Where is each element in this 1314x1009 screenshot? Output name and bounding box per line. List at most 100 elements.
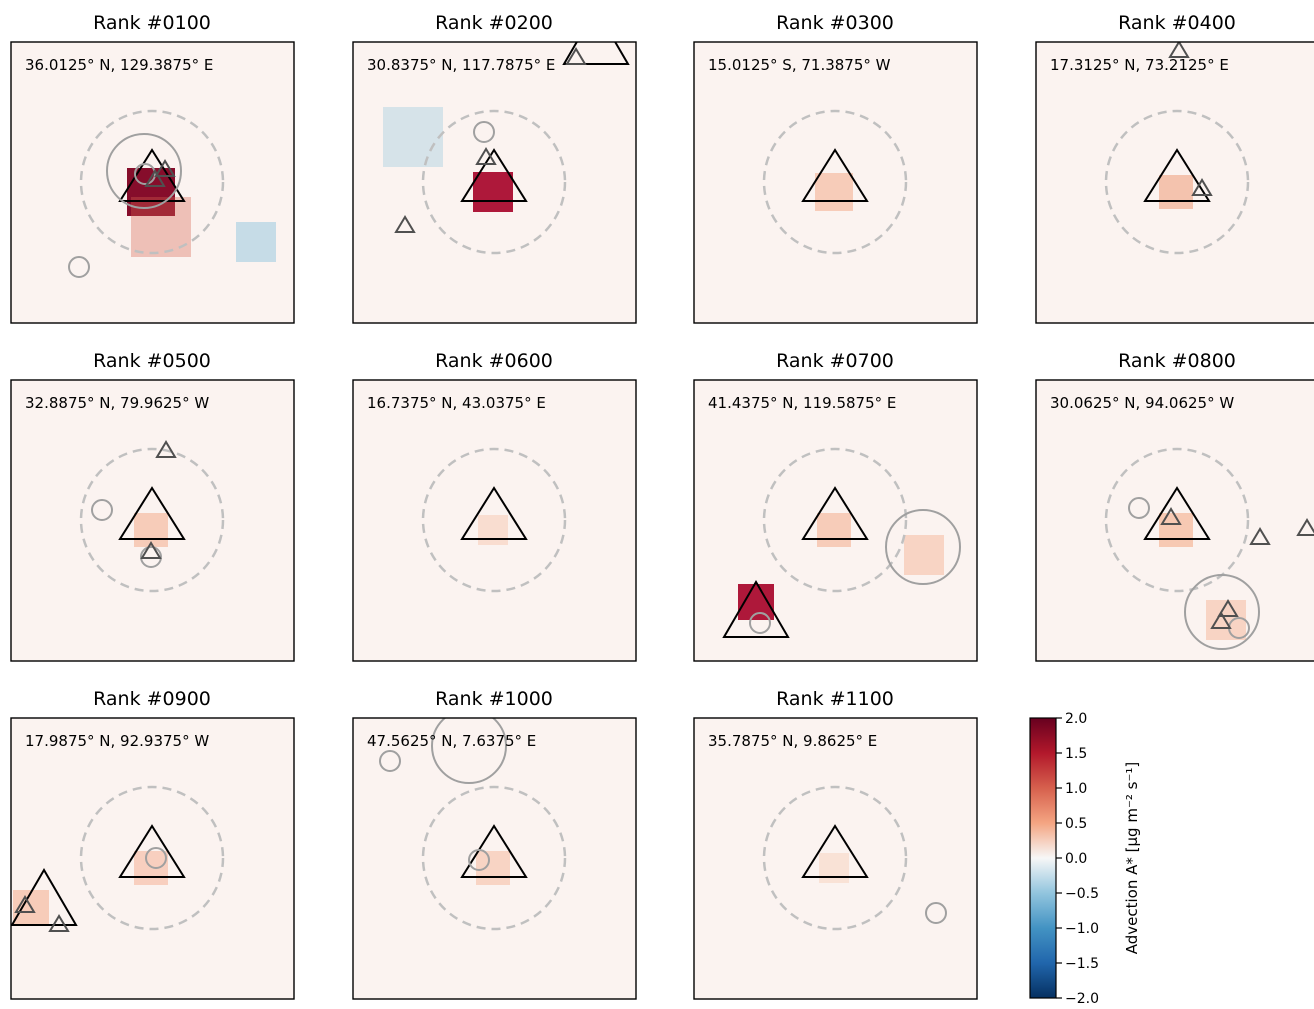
inventory-circle-marker — [106, 133, 182, 209]
advection-anomaly — [476, 851, 510, 885]
advection-anomaly — [473, 172, 513, 212]
inventory-circle-marker — [91, 499, 113, 521]
inventory-circle-marker — [468, 849, 490, 871]
map-panel: Rank #0500 32.8875° N, 79.9625° W — [10, 350, 295, 662]
source-triangle — [722, 580, 790, 638]
target-source-triangle — [460, 824, 528, 878]
search-radius-circle — [79, 447, 225, 593]
panel-title: Rank #0200 — [435, 12, 553, 34]
inventory-circle-marker — [1184, 574, 1260, 650]
map-background — [11, 718, 294, 999]
panel-coordinates: 47.5625° N, 7.6375° E — [367, 732, 536, 750]
advection-anomaly — [131, 197, 191, 257]
colorbar-tick-label: −2.0 — [1065, 991, 1099, 1007]
target-source-triangle — [801, 824, 869, 878]
inventory-circle-marker — [68, 256, 90, 278]
inventory-circle-marker — [1128, 497, 1150, 519]
map-panel: Rank #0900 17.9875° N, 92.9375° W — [10, 688, 295, 1000]
panel-title: Rank #0300 — [776, 12, 894, 34]
panel-coordinates: 17.9875° N, 92.9375° W — [25, 732, 209, 750]
inventory-triangle-marker — [154, 159, 176, 177]
inventory-triangle-marker — [48, 914, 70, 932]
panel-coordinates: 41.4375° N, 119.5875° E — [708, 394, 896, 412]
panel-title: Rank #0400 — [1118, 12, 1236, 34]
inventory-triangle-marker — [394, 215, 416, 233]
panel-frame — [1035, 41, 1314, 324]
panel-title: Rank #0600 — [435, 350, 553, 372]
inventory-circle-marker — [749, 612, 771, 634]
colorbar-tick-label: −0.5 — [1065, 886, 1099, 902]
inventory-triangle-marker — [144, 169, 166, 187]
colorbar-tick-label: 0.0 — [1065, 851, 1087, 867]
target-source-triangle — [118, 824, 186, 878]
advection-anomaly — [134, 851, 168, 885]
target-source-triangle — [118, 486, 186, 540]
panel-title: Rank #1000 — [435, 688, 553, 710]
colorbar-tick-label: 2.0 — [1065, 711, 1087, 727]
map-panel: Rank #0400 17.3125° N, 73.2125° E — [1035, 12, 1314, 324]
colorbar: 2.0 1.5 1.0 0.5 0.0 −0.5 −1.0 −1.5 −2.0 Advectio… — [1029, 711, 1141, 1007]
advection-anomaly — [904, 535, 944, 575]
map-panel: Rank #0800 30.0625° N, 94.0625° W — [1035, 350, 1314, 662]
colorbar-ticks: 2.0 1.5 1.0 0.5 0.0 −0.5 −1.0 −1.5 −2.0 — [1056, 711, 1099, 1007]
inventory-circle-marker — [885, 509, 961, 585]
inventory-circle-marker — [134, 163, 156, 185]
map-panel: Rank #0700 41.4375° N, 119.5875° E — [693, 350, 978, 662]
advection-anomaly — [819, 853, 849, 883]
advection-anomaly — [817, 513, 851, 547]
search-radius-circle — [79, 785, 225, 931]
colorbar-gradient — [1029, 717, 1057, 999]
panel-coordinates: 36.0125° N, 129.3875° E — [25, 56, 213, 74]
panel-coordinates: 16.7375° N, 43.0375° E — [367, 394, 546, 412]
panel-frame — [352, 717, 637, 1000]
panel-frame — [1035, 379, 1314, 662]
panel-frame — [693, 717, 978, 1000]
map-panel: Rank #1000 47.5625° N, 7.6375° E — [352, 688, 637, 1000]
colorbar-tick-label: 1.0 — [1065, 781, 1087, 797]
inventory-circle-marker — [925, 902, 947, 924]
advection-anomaly — [1159, 175, 1193, 209]
inventory-triangle-marker — [1296, 518, 1314, 536]
panel-coordinates: 30.8375° N, 117.7875° E — [367, 56, 555, 74]
search-radius-circle — [79, 109, 225, 255]
panel-title: Rank #0700 — [776, 350, 894, 372]
panel-title: Rank #0100 — [93, 12, 211, 34]
map-panel: Rank #0600 16.7375° N, 43.0375° E — [352, 350, 637, 662]
source-triangle — [11, 868, 78, 926]
colorbar-tick-label: −1.0 — [1065, 921, 1099, 937]
target-source-triangle — [460, 148, 528, 202]
inventory-triangle-marker — [475, 147, 497, 165]
panel-frame — [352, 41, 637, 324]
panel-coordinates: 15.0125° S, 71.3875° W — [708, 56, 891, 74]
panel-frame — [10, 379, 295, 662]
inventory-triangle-marker — [1168, 42, 1190, 58]
panel-frame — [693, 379, 978, 662]
panel-title: Rank #0900 — [93, 688, 211, 710]
panel-frame — [10, 717, 295, 1000]
panel-title: Rank #0800 — [1118, 350, 1236, 372]
inventory-triangle-marker — [1249, 527, 1271, 545]
inventory-circle-marker — [145, 847, 167, 869]
advection-anomaly — [478, 515, 508, 545]
inventory-triangle-marker — [140, 541, 162, 559]
inventory-circle-marker — [473, 121, 495, 143]
search-radius-circle — [762, 447, 908, 593]
target-source-triangle — [460, 486, 528, 540]
colorbar-tick-label: −1.5 — [1065, 956, 1099, 972]
panel-coordinates: 32.8875° N, 79.9625° W — [25, 394, 209, 412]
target-source-triangle — [801, 148, 869, 202]
colorbar-label: Advection A* [μg m⁻² s⁻¹] — [1123, 762, 1141, 955]
inventory-circle-marker — [379, 750, 401, 772]
target-source-triangle — [1143, 148, 1211, 202]
search-radius-circle — [762, 109, 908, 255]
inventory-circle-marker — [140, 546, 162, 568]
inventory-circle-marker — [431, 718, 507, 784]
panel-coordinates: 30.0625° N, 94.0625° W — [1050, 394, 1234, 412]
search-radius-circle — [1104, 447, 1250, 593]
search-radius-circle — [1104, 109, 1250, 255]
target-source-triangle — [1143, 486, 1211, 540]
map-panel: Rank #0200 30.8375° N, 117.7875° E — [352, 12, 637, 324]
map-panel: Rank #0100 36.0125° N, 129.3875° E — [10, 12, 295, 324]
panel-frame — [693, 41, 978, 324]
